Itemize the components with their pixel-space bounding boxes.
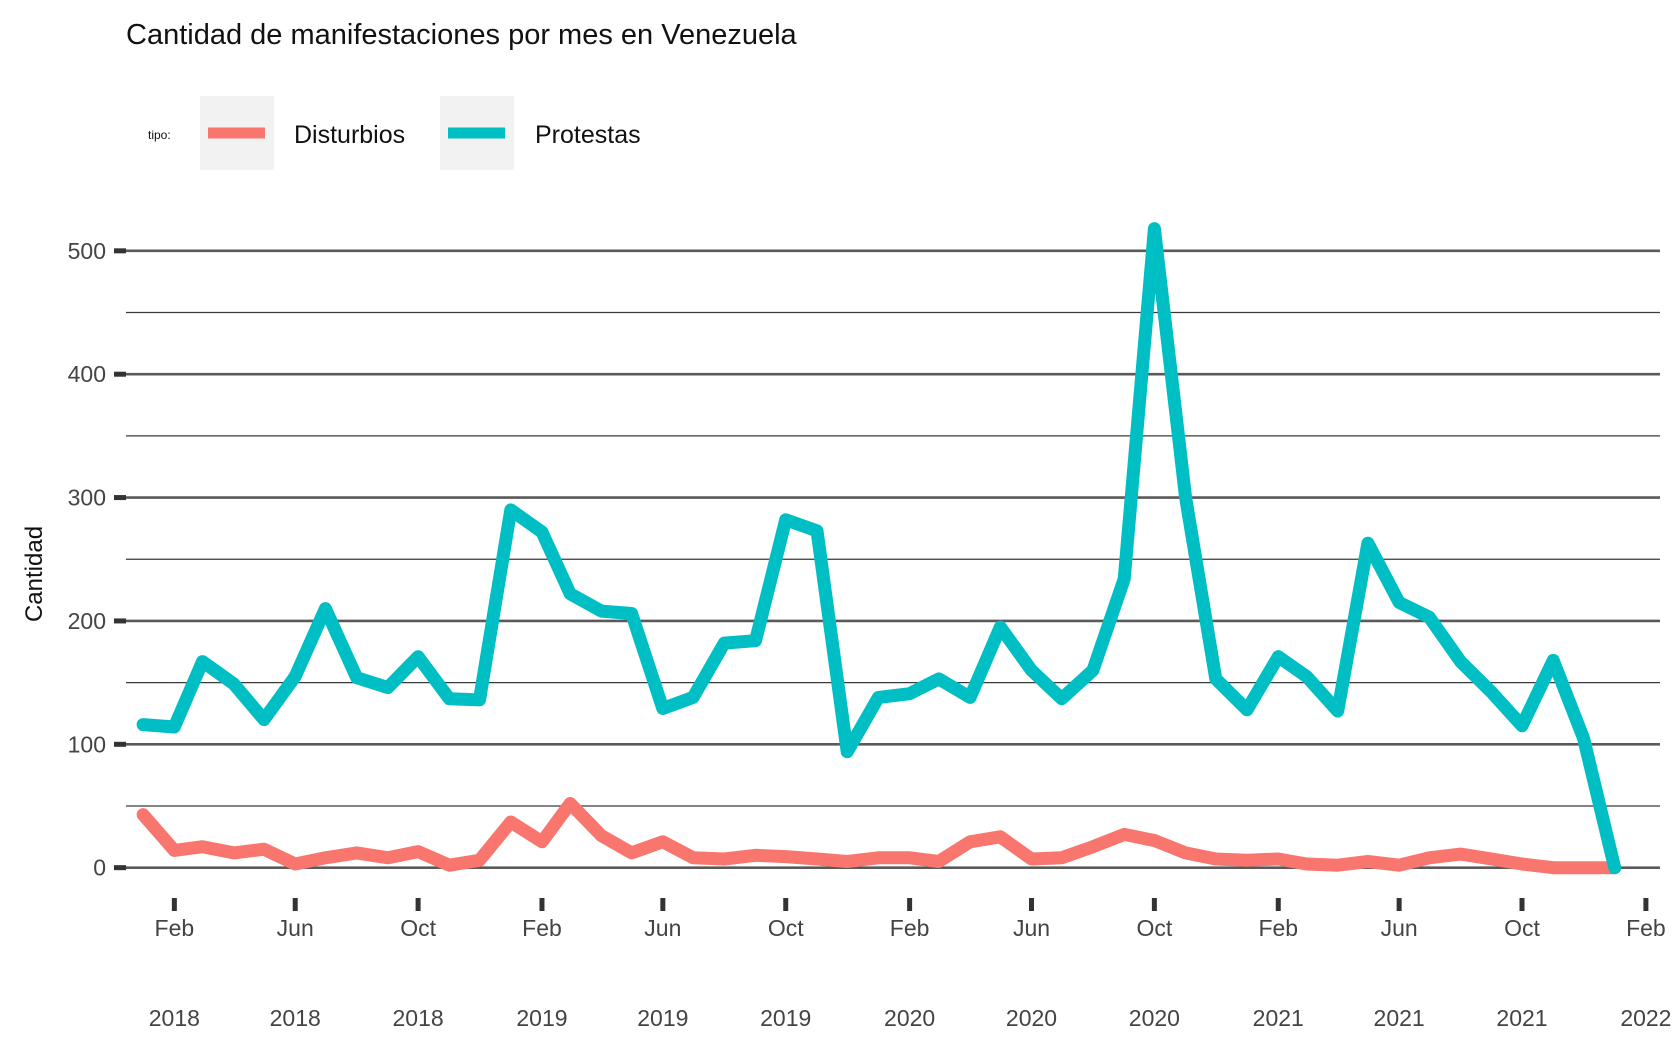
y-tick-label: 200	[68, 608, 106, 634]
x-tick-label-year: 2019	[516, 1005, 567, 1031]
x-tick-label-year: 2020	[1129, 1005, 1180, 1031]
y-tick-label: 500	[68, 238, 106, 264]
x-tick-label-year: 2021	[1253, 1005, 1304, 1031]
x-tick-label-month: Oct	[768, 915, 804, 941]
y-tick-label: 400	[68, 361, 106, 387]
y-tick-label: 0	[93, 855, 106, 881]
x-tick-label-year: 2019	[760, 1005, 811, 1031]
y-axis-label: Cantidad	[21, 526, 48, 622]
x-tick-label-month: Oct	[1504, 915, 1540, 941]
legend-label-protestas: Protestas	[535, 121, 641, 149]
x-tick-label-year: 2020	[1006, 1005, 1057, 1031]
x-tick-label-month: Jun	[1381, 915, 1418, 941]
x-tick-label-month: Feb	[1626, 915, 1666, 941]
x-tick-label-month: Feb	[890, 915, 930, 941]
x-tick-label-year: 2021	[1374, 1005, 1425, 1031]
x-tick-label-year: 2021	[1496, 1005, 1547, 1031]
y-tick-label: 100	[68, 731, 106, 757]
x-tick-label-year: 2022	[1620, 1005, 1671, 1031]
y-axis: 0 100 200 300 400 500	[68, 238, 126, 881]
legend-title: tipo:	[148, 128, 171, 142]
x-tick-label-year: 2018	[149, 1005, 200, 1031]
x-axis: Feb 2018 Jun 2018 Oct 2018 Feb 2019 Jun 2019 Oct 20…	[149, 898, 1671, 1031]
x-tick-label-month: Jun	[1013, 915, 1050, 941]
x-tick-label-year: 2018	[270, 1005, 321, 1031]
x-tick-label-month: Feb	[155, 915, 195, 941]
legend-label-disturbios: Disturbios	[294, 121, 405, 149]
x-tick-label-month: Feb	[1258, 915, 1298, 941]
x-tick-label-month: Jun	[277, 915, 314, 941]
x-tick-label-month: Oct	[1136, 915, 1172, 941]
series-line-disturbios	[136, 797, 1622, 875]
x-tick-label-month: Jun	[644, 915, 681, 941]
series-lines	[136, 222, 1622, 875]
chart-title: Cantidad de manifestaciones por mes en V…	[126, 19, 798, 51]
gridlines	[126, 249, 1660, 869]
legend: tipo: Disturbios Protestas	[148, 96, 641, 170]
series-line-protestas	[136, 222, 1622, 875]
x-tick-label-month: Oct	[400, 915, 436, 941]
x-tick-label-year: 2020	[884, 1005, 935, 1031]
y-tick-label: 300	[68, 485, 106, 511]
x-tick-label-year: 2018	[393, 1005, 444, 1031]
x-tick-label-year: 2019	[637, 1005, 688, 1031]
x-tick-label-month: Feb	[522, 915, 562, 941]
